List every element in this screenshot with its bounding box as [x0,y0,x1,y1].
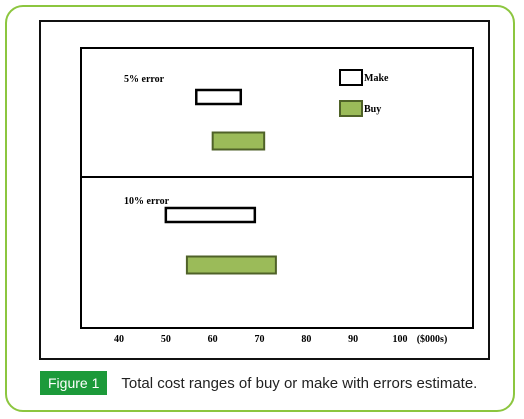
x-tick-label: 90 [348,334,358,345]
legend-label: Buy [364,104,381,115]
panel-label: 5% error [124,74,165,85]
x-tick-label: 70 [255,334,265,345]
x-unit-label: ($000s) [417,334,448,345]
legend-swatch-buy [339,100,363,117]
legend-swatch-make [339,69,363,86]
x-tick-label: 50 [161,334,171,345]
range-bar-buy [185,255,277,275]
x-tick-label: 80 [301,334,311,345]
range-bar-make [164,206,257,224]
caption-text: Total cost ranges of buy or make with er… [121,374,478,392]
x-tick-label: 100 [393,334,408,345]
legend-label: Make [364,73,389,84]
figure-caption: Figure 1 Total cost ranges of buy or mak… [40,371,477,395]
x-tick-label: 60 [208,334,218,345]
range-bar-make [195,88,243,106]
plot-area [80,47,474,329]
figure-label: Figure 1 [40,371,108,395]
panel-label: 10% error [124,196,170,207]
x-tick-label: 40 [114,334,124,345]
range-bar-buy [211,131,266,151]
figure-frame [39,20,490,360]
